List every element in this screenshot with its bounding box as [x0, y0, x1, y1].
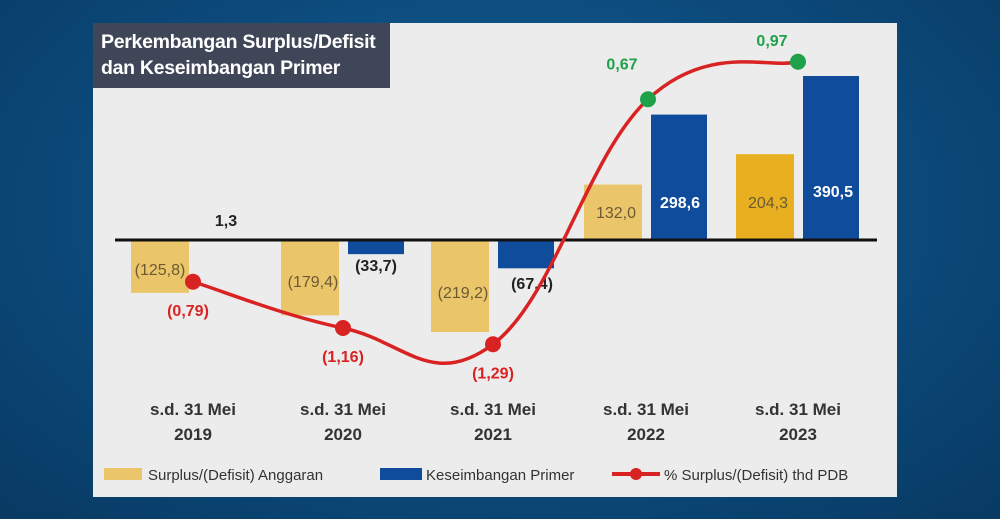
legend-swatch-surplus: [104, 468, 142, 480]
line-marker: [185, 273, 201, 290]
bar-label-primer: 1,3: [215, 213, 237, 230]
bar-label-primer: (33,7): [355, 258, 397, 275]
line-label: (0,79): [167, 303, 209, 320]
category-label: s.d. 31 Mei: [300, 400, 386, 419]
line-marker: [790, 53, 806, 70]
bar-keseimbangan-primer: [348, 240, 404, 255]
line-label: (1,16): [322, 349, 364, 366]
line-marker: [335, 320, 351, 336]
bar-label-surplus: 204,3: [748, 195, 788, 212]
category-year: 2023: [779, 425, 817, 444]
category-label: s.d. 31 Mei: [603, 400, 689, 419]
bar-keseimbangan-primer: [803, 75, 859, 241]
bar-surplus-defisit: [131, 240, 189, 293]
bar-label-surplus: 132,0: [596, 205, 636, 222]
category-label: s.d. 31 Mei: [755, 400, 841, 419]
line-marker: [640, 91, 656, 108]
bar-surplus-defisit: [584, 184, 642, 240]
legend-marker-line: [630, 468, 642, 480]
line-label: 0,97: [756, 33, 787, 50]
category-year: 2019: [174, 425, 212, 444]
legend-label-surplus: Surplus/(Defisit) Anggaran: [148, 467, 323, 484]
bar-surplus-defisit: [736, 154, 794, 240]
bar-label-surplus: (125,8): [135, 262, 186, 279]
bar-surplus-defisit: [281, 240, 339, 316]
bar-keseimbangan-primer: [651, 114, 707, 240]
category-label: s.d. 31 Mei: [150, 400, 236, 419]
bar-surplus-defisit: [431, 240, 489, 333]
line-marker: [485, 336, 501, 353]
bar-label-primer: 298,6: [660, 195, 700, 212]
category-label: s.d. 31 Mei: [450, 400, 536, 419]
bar-label-surplus: (219,2): [438, 285, 489, 302]
bar-label-primer: 390,5: [813, 184, 853, 201]
line-label: (1,29): [472, 365, 514, 382]
chart-panel: [93, 23, 897, 497]
bar-keseimbangan-primer: [498, 240, 554, 269]
category-year: 2021: [474, 425, 512, 444]
legend-swatch-primer: [380, 468, 422, 480]
chart-title: Perkembangan Surplus/Defisit dan Keseimb…: [93, 23, 390, 88]
line-pct-pdb: [192, 60, 799, 365]
legend-label-primer: Keseimbangan Primer: [426, 467, 574, 484]
bar-label-surplus: (179,4): [288, 274, 339, 291]
legend-label-line: % Surplus/(Defisit) thd PDB: [664, 467, 848, 484]
bar-label-primer: (67,4): [511, 276, 553, 293]
category-year: 2020: [324, 425, 362, 444]
line-label: 0,67: [606, 56, 637, 73]
category-year: 2022: [627, 425, 665, 444]
